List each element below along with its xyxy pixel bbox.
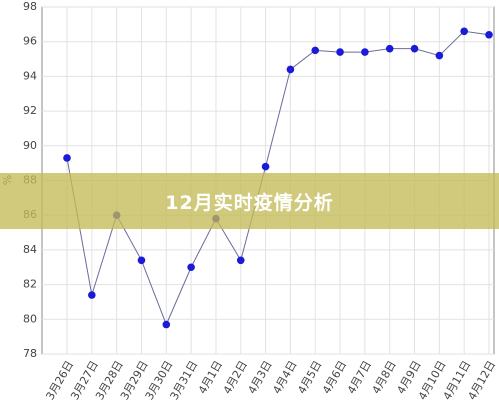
y-tick-label: 80 <box>23 312 37 325</box>
point <box>311 46 320 55</box>
y-tick-label: 84 <box>23 243 37 256</box>
series-line <box>66 30 490 326</box>
point <box>261 162 270 171</box>
point <box>361 48 369 56</box>
y-tick-label: 92 <box>23 104 37 117</box>
point <box>236 256 245 265</box>
point <box>286 65 295 74</box>
point <box>336 48 344 56</box>
point <box>63 154 71 162</box>
y-tick-label: 94 <box>23 69 37 82</box>
point <box>385 44 394 53</box>
y-tick-label: 82 <box>23 278 37 291</box>
y-tick-label: 98 <box>23 0 37 13</box>
point <box>410 44 419 53</box>
point <box>187 263 195 272</box>
point <box>485 30 493 39</box>
point <box>137 256 146 265</box>
point <box>460 27 468 36</box>
y-tick-label: 96 <box>23 35 37 48</box>
y-tick-label: 90 <box>23 139 37 152</box>
banner: 12月实时疫情分析 <box>0 173 499 229</box>
point <box>88 291 96 299</box>
point <box>162 320 171 329</box>
y-tick-label: 78 <box>23 347 37 360</box>
point <box>435 51 444 60</box>
